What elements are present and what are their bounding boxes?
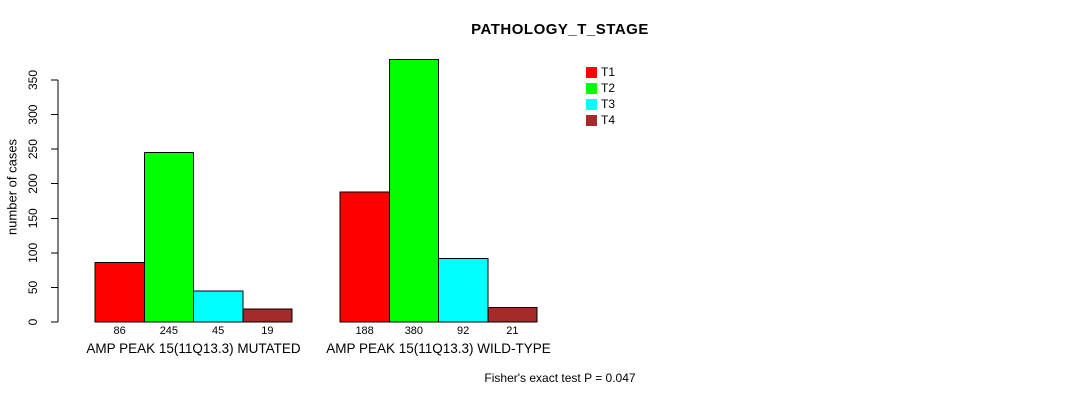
bar-t4-group1	[242, 308, 293, 323]
bar-value-label: 188	[355, 325, 373, 337]
legend-swatch-t4	[586, 114, 597, 126]
bar-t2-group1	[143, 152, 194, 323]
y-tick-label: 100	[26, 243, 40, 263]
bar-value-label: 92	[457, 325, 469, 337]
bar-value-label: 86	[114, 325, 126, 337]
bar-value-label: 19	[261, 325, 273, 337]
group-label: AMP PEAK 15(11Q13.3) WILD-TYPE	[326, 341, 551, 356]
y-tick-label: 150	[26, 208, 40, 228]
bar-value-label: 245	[160, 325, 178, 337]
legend-label: T1	[601, 65, 616, 79]
y-tick-label: 250	[26, 139, 40, 159]
bar-t3-group1	[193, 290, 244, 323]
legend-item-t1: T1	[586, 64, 615, 80]
legend: T1 T2 T3 T4	[586, 64, 615, 128]
y-tick-label: 200	[26, 173, 40, 193]
bar-t4-group2	[487, 306, 538, 323]
y-tick-label: 350	[26, 70, 40, 90]
legend-swatch-t1	[586, 66, 597, 78]
legend-label: T3	[601, 97, 616, 111]
bar-t3-group2	[438, 257, 489, 323]
y-tick-label: 50	[26, 280, 40, 294]
footnote: Fisher's exact test P = 0.047	[484, 371, 636, 385]
bar-value-label: 380	[405, 325, 423, 337]
chart-title: PATHOLOGY_T_STAGE	[471, 21, 649, 38]
bar-value-label: 21	[506, 325, 518, 337]
bar-t2-group2	[388, 58, 439, 323]
y-tick-label: 0	[26, 318, 40, 325]
bar-t1-group1	[94, 262, 145, 323]
legend-label: T4	[601, 113, 616, 127]
bar-value-label: 45	[212, 325, 224, 337]
legend-item-t3: T3	[586, 96, 615, 112]
legend-swatch-t2	[586, 82, 597, 94]
plot-area: 0 50 100 150 200 250 300 350 86 245 45 19 AMP PEAK 1…	[26, 58, 551, 356]
y-tick-label: 300	[26, 104, 40, 124]
legend-item-t2: T2	[586, 80, 615, 96]
y-axis-label: number of cases	[5, 138, 20, 235]
legend-swatch-t3	[586, 98, 597, 110]
legend-item-t4: T4	[586, 112, 615, 128]
group-label: AMP PEAK 15(11Q13.3) MUTATED	[86, 341, 301, 356]
bar-t1-group2	[339, 191, 390, 323]
legend-label: T2	[601, 81, 616, 95]
